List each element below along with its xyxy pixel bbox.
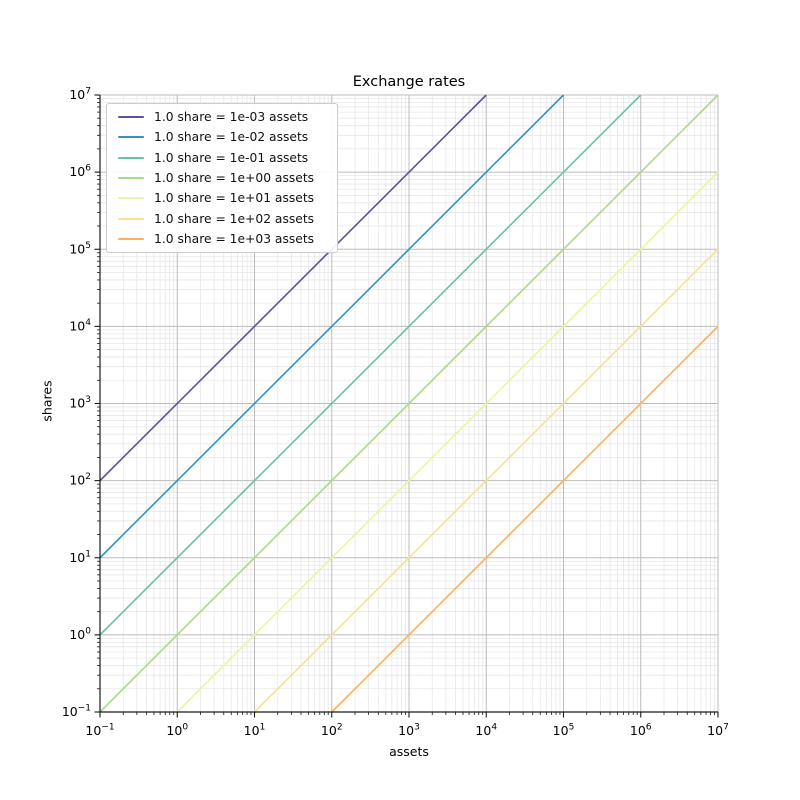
y-axis-label: shares [39,380,55,422]
legend-line-swatch [118,136,144,139]
y-tick-label: 105 [69,241,91,257]
legend-item-label: 1.0 share = 1e-01 assets [154,150,309,165]
series-line-5 [253,248,719,713]
series-line-3 [99,94,719,713]
legend-item: 1.0 share = 1e+03 assets [107,232,337,246]
y-tick-label: 106 [69,164,91,180]
x-tick-label: 106 [630,723,652,739]
x-tick-label: 102 [321,723,343,739]
y-tick-label: 101 [69,549,91,565]
x-tick-label: 101 [244,723,266,739]
y-tick-label: 100 [69,626,91,642]
legend-item-label: 1.0 share = 1e+01 assets [154,191,315,206]
y-tick-label: 102 [69,472,91,488]
legend-line-swatch [118,237,144,240]
axis-ticks [94,94,719,718]
legend-item: 1.0 share = 1e+01 assets [107,191,337,205]
series-line-4 [176,171,719,713]
x-tick-label: 10−1 [85,723,114,739]
legend-item-label: 1.0 share = 1e+02 assets [154,211,315,226]
y-tick-label: 10−1 [62,704,91,720]
legend-item-label: 1.0 share = 1e+00 assets [154,170,315,185]
series-lines [99,94,719,713]
x-tick-label: 103 [398,723,420,739]
legend-item: 1.0 share = 1e-03 assets [107,110,337,124]
legend-item: 1.0 share = 1e+02 assets [107,212,337,226]
series-line-1 [99,94,565,559]
y-tick-label: 103 [69,395,91,411]
legend-item: 1.0 share = 1e-02 assets [107,130,337,144]
legend-item: 1.0 share = 1e+00 assets [107,171,337,185]
legend-line-swatch [118,217,144,220]
legend-line-swatch [118,156,144,159]
x-axis-label: assets [389,744,429,759]
series-line-2 [99,94,642,636]
series-line-0 [99,94,487,482]
legend: 1.0 share = 1e-03 assets 1.0 share = 1e-… [106,103,338,253]
legend-item-label: 1.0 share = 1e+03 assets [154,231,315,246]
legend-line-swatch [118,197,144,200]
legend-item: 1.0 share = 1e-01 assets [107,151,337,165]
legend-item-label: 1.0 share = 1e-02 assets [154,130,309,145]
legend-line-swatch [118,176,144,179]
y-tick-label: 107 [69,87,91,103]
y-tick-label: 104 [69,318,91,334]
x-tick-label: 100 [166,723,188,739]
x-tick-label: 104 [475,723,497,739]
series-line-6 [331,325,719,713]
legend-item-label: 1.0 share = 1e-03 assets [154,110,309,125]
x-tick-label: 107 [707,723,729,739]
chart-title: Exchange rates [352,74,466,90]
legend-line-swatch [118,116,144,119]
x-tick-label: 105 [553,723,575,739]
